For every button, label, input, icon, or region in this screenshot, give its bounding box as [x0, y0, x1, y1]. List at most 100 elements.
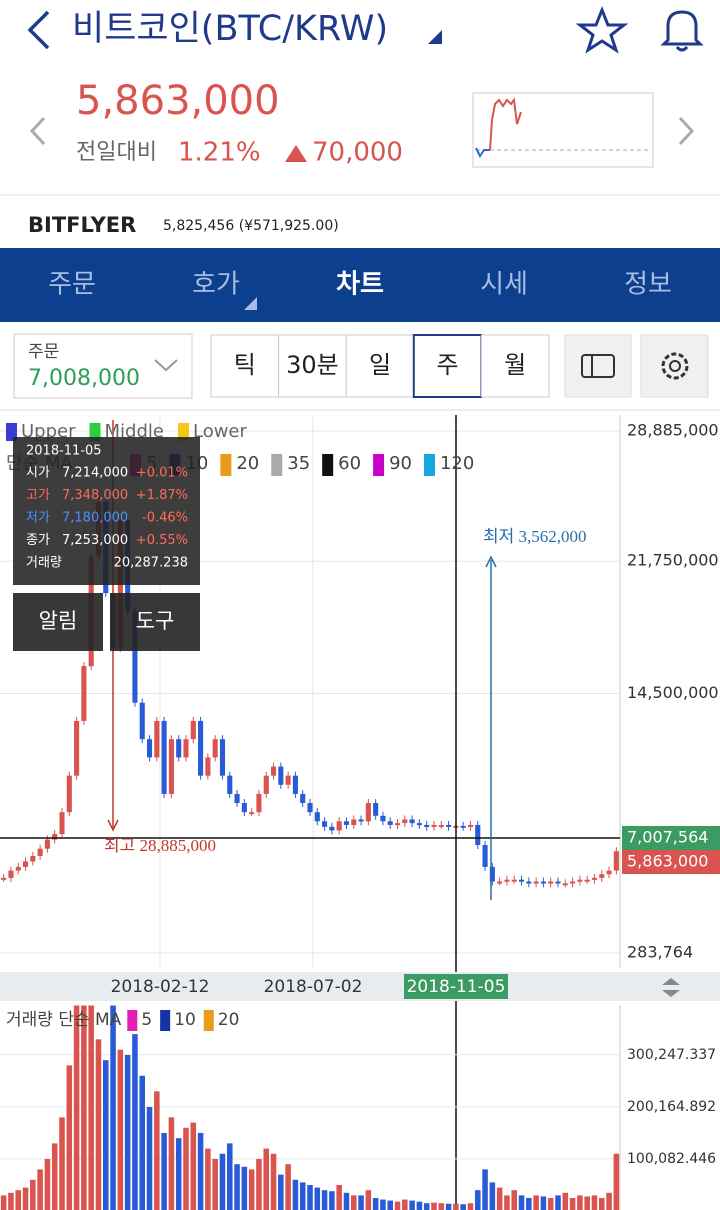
tooltip-row-value: 7,348,000	[62, 488, 128, 503]
settings-icon-core	[669, 360, 681, 372]
candle	[526, 881, 532, 884]
candle	[424, 824, 430, 827]
candle	[227, 775, 233, 794]
y-tick-label: 14,500,000	[627, 683, 719, 702]
volume-bar	[402, 1199, 408, 1210]
period-label: 주	[437, 351, 459, 379]
title-dropdown[interactable]	[428, 30, 442, 44]
tab[interactable]: 주문	[48, 270, 96, 300]
settings-button[interactable]	[640, 334, 709, 398]
candle	[475, 824, 481, 846]
legend-swatch	[177, 423, 189, 441]
price: 5,863,000	[76, 78, 280, 124]
volume-bar	[336, 1184, 342, 1210]
tooltip-volume-label: 거래량	[26, 556, 62, 571]
candle	[467, 824, 474, 827]
legend-label: Upper	[21, 421, 76, 442]
date-label: 2018-07-02	[264, 977, 363, 997]
legend-swatch	[271, 454, 283, 476]
resize-handle[interactable]	[662, 978, 680, 997]
candle	[438, 824, 444, 827]
period-button[interactable]	[210, 334, 280, 398]
volume-bar	[59, 1117, 65, 1210]
volume-bar	[511, 1190, 518, 1210]
back-button[interactable]	[27, 10, 50, 50]
volume-bar	[248, 1169, 255, 1210]
candle	[205, 757, 211, 776]
volume-bar	[124, 1054, 131, 1210]
volume-bar	[533, 1195, 539, 1210]
legend-label: 10	[174, 1010, 196, 1030]
tooltip	[13, 437, 200, 585]
tab[interactable]: 정보	[624, 270, 672, 300]
candle	[358, 819, 364, 822]
compare-label: 전일대비	[76, 140, 157, 165]
volume-bar	[154, 1091, 160, 1210]
volume-bar	[307, 1184, 313, 1210]
tooltip-rows: 시가 7,214,000 +0.01% 고가 7,348,000 +1.87% 저가 7,18…	[26, 466, 188, 549]
date-bar	[0, 972, 720, 1001]
volume-bar	[540, 1196, 547, 1210]
legend-label: 90	[389, 453, 412, 474]
next-button[interactable]	[678, 116, 695, 146]
tool-button[interactable]	[110, 593, 200, 651]
candle	[183, 739, 189, 758]
candle	[555, 881, 561, 884]
layout-button[interactable]	[564, 334, 632, 398]
candle	[343, 821, 350, 825]
volume-bar	[226, 1143, 233, 1210]
tab[interactable]: 호가	[192, 270, 240, 300]
last-tag	[622, 850, 720, 874]
legend-label: Middle	[105, 421, 164, 442]
candle	[241, 803, 247, 813]
tooltip-row-label: 종가	[26, 533, 50, 548]
volume-bar	[197, 1132, 204, 1210]
volume-bar	[263, 1148, 270, 1210]
volume-bar	[88, 1005, 94, 1210]
candle	[212, 739, 218, 758]
order-dropdown	[154, 359, 178, 372]
candle	[256, 793, 262, 813]
period-button[interactable]	[345, 334, 415, 398]
y-tick-label: 283,764	[627, 943, 693, 962]
prev-button[interactable]	[29, 116, 46, 146]
low-note: 최저 3,562,000	[483, 527, 587, 546]
candle	[562, 883, 568, 886]
favorite-icon[interactable]	[575, 5, 629, 54]
tab[interactable]: 차트	[336, 270, 384, 300]
volume-bar	[51, 1143, 58, 1210]
change: 70,000	[312, 138, 403, 168]
volume-bar	[234, 1164, 240, 1210]
candle	[540, 881, 546, 884]
candle	[74, 720, 80, 776]
candle	[314, 812, 320, 822]
volume-bar	[445, 1203, 452, 1210]
volume-bar	[591, 1195, 598, 1210]
tooltip-volume: 20,287.238	[114, 556, 188, 571]
candle	[285, 775, 291, 785]
volume-bar	[598, 1197, 605, 1210]
candle	[482, 845, 488, 867]
crosshair-label: 7,007,564	[627, 828, 708, 847]
legend-swatch	[203, 1010, 214, 1031]
candle	[329, 826, 335, 831]
high-note: 최고 28,885,000	[104, 836, 216, 855]
volume-bar	[496, 1187, 503, 1210]
candle	[176, 739, 182, 758]
volume-bar	[175, 1138, 182, 1210]
period-button[interactable]	[480, 334, 550, 398]
tab[interactable]: 시세	[480, 270, 528, 300]
alert-icon[interactable]	[660, 10, 704, 52]
alert-button[interactable]	[13, 593, 103, 651]
legend-swatch	[322, 454, 334, 476]
candle	[15, 866, 21, 871]
candle	[146, 739, 153, 758]
volume-bar	[30, 1179, 36, 1210]
period-button[interactable]	[278, 334, 347, 398]
volume-bar	[365, 1190, 372, 1210]
volume-bar	[44, 1158, 51, 1210]
candle	[394, 823, 401, 826]
volume-bar	[8, 1192, 14, 1210]
